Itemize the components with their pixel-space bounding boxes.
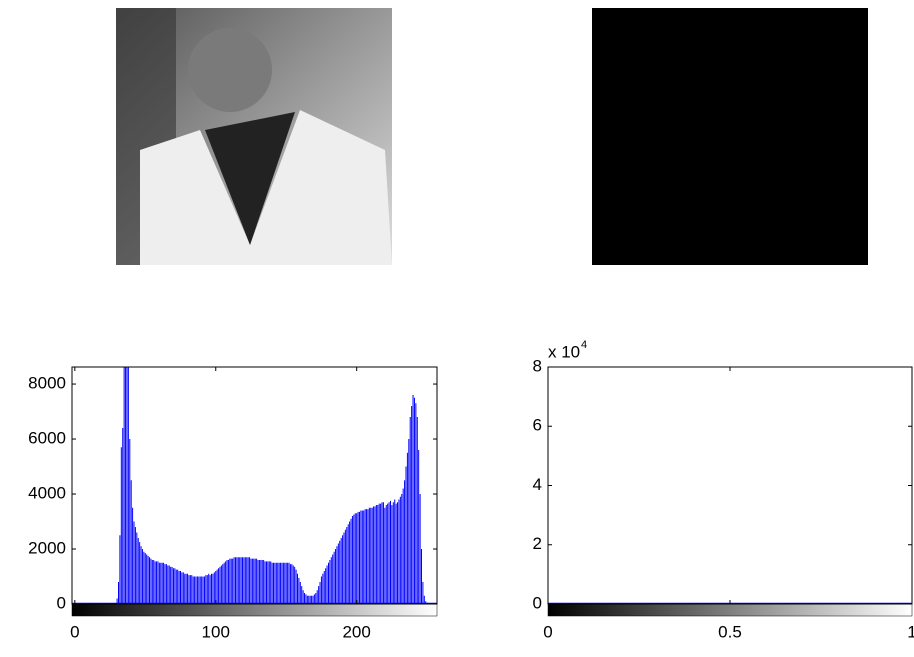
x-tick-label: 100 <box>202 622 230 641</box>
y-tick-label: 8 <box>533 356 542 375</box>
colorbar <box>547 603 913 617</box>
y-tick-label: 8000 <box>28 374 66 393</box>
x-tick-label: 0 <box>543 622 552 641</box>
y-tick-label: 6 <box>533 416 542 435</box>
photo-image <box>116 8 392 265</box>
y-tick-label: 0 <box>533 593 542 612</box>
axes-box <box>547 366 913 605</box>
y-tick-label: 2000 <box>28 538 66 557</box>
colorbar <box>71 603 438 617</box>
exponent-label: x 10 <box>548 342 580 361</box>
y-tick-label: 2 <box>533 534 542 553</box>
y-tick-label: 0 <box>57 593 66 612</box>
axes-box <box>71 366 438 605</box>
x-tick-label: 1 <box>907 622 914 641</box>
y-tick-label: 4 <box>533 475 542 494</box>
x-tick-label: 0.5 <box>718 622 742 641</box>
x-tick-label: 0 <box>70 622 79 641</box>
exponent: 4 <box>581 339 587 351</box>
y-tick-label: 6000 <box>28 429 66 448</box>
x-tick-label: 200 <box>342 622 370 641</box>
y-tick-label: 4000 <box>28 484 66 503</box>
noise-image <box>592 8 868 265</box>
